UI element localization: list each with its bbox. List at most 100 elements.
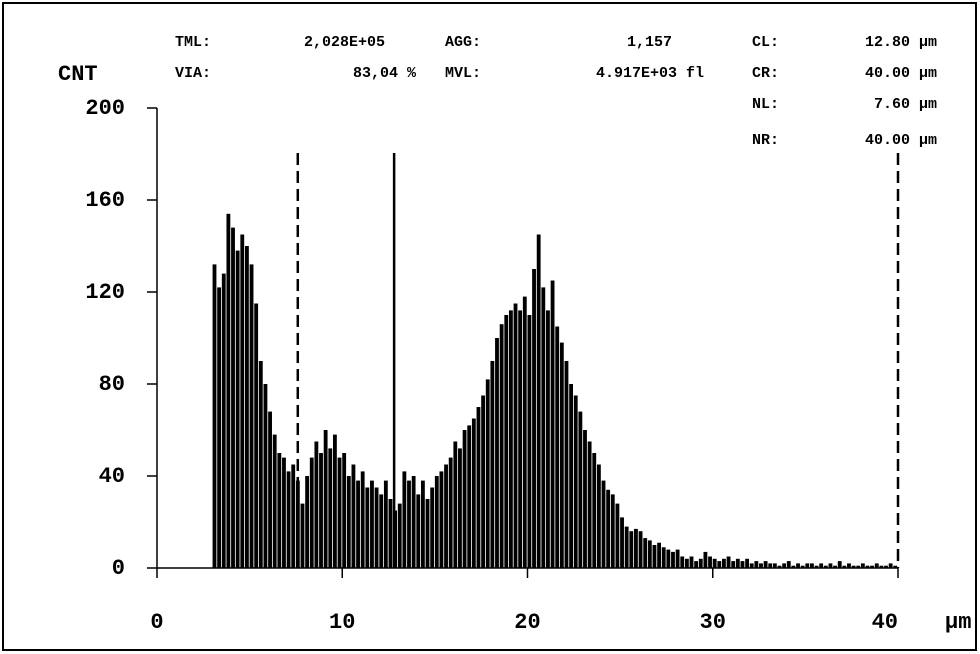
bar [453,441,458,568]
bar [740,561,745,568]
x-tick-label: 10 [329,610,355,635]
bar [407,480,411,568]
bar [458,448,462,568]
bar [745,558,749,568]
x-axis-label: µm [945,610,971,635]
bar [462,430,467,568]
y-tick-label: 160 [85,188,125,213]
bar [212,264,217,568]
stat-label: MVL: [445,65,481,82]
bar [240,234,245,568]
bar [448,457,453,568]
bar [615,503,620,568]
bar [365,487,370,568]
bar [652,545,657,568]
stat-label: TML: [175,34,211,51]
stat-label: CL: [752,34,779,51]
bar [777,565,782,568]
bar [476,407,481,568]
bar [444,464,448,568]
bar [235,250,240,568]
bar [638,531,643,568]
bar [759,563,763,568]
y-tick-label: 80 [99,372,125,397]
bar [351,464,356,568]
bar [268,411,272,568]
bar [360,471,365,568]
bar [860,563,865,568]
bar [546,310,550,568]
bar [221,273,226,568]
bar [578,411,583,568]
stat-label: AGG: [445,34,481,51]
bar [508,310,513,568]
bar [328,448,333,568]
stat-label: NL: [752,96,779,113]
bar [735,558,740,568]
bar [606,489,611,568]
bar [680,556,685,568]
bar [536,234,541,568]
bar [286,471,291,568]
y-tick-label: 200 [85,96,125,121]
bar [291,464,296,568]
bar [634,528,638,568]
bar [763,561,768,568]
bar [254,303,259,568]
bar [490,361,495,568]
stat-value: 4.917E+03 fl [596,65,704,82]
bar [231,227,235,568]
bar [425,499,430,568]
stat-value: 83,04 % [353,65,417,82]
bar [323,430,328,568]
bar [272,434,277,568]
bar [796,563,800,568]
bar [592,453,597,568]
bar [485,379,490,568]
bar [888,563,893,568]
x-tick-label: 0 [150,610,163,635]
bar [314,441,319,568]
stat-label: NR: [752,132,779,149]
bar [717,561,722,568]
bar [370,480,374,568]
bar [661,547,666,568]
bar [434,476,439,568]
bar [647,540,652,568]
bar [884,565,888,568]
stat-label: CR: [752,65,779,82]
bar [833,565,837,568]
bar [870,565,875,568]
bar [879,565,884,568]
x-tick-label: 20 [514,610,540,635]
bar [726,556,731,568]
bar [541,287,546,568]
bar [851,565,856,568]
bar [786,561,791,568]
stat-value: 40.00 µm [865,132,937,149]
bar [837,561,842,568]
bar [569,384,574,568]
bar [383,480,388,568]
bar [629,531,634,568]
x-tick-label: 40 [872,610,898,635]
stat-value: 40.00 µm [865,65,937,82]
bar [694,561,699,568]
bar [865,565,870,568]
bar [624,526,629,568]
bar [772,563,777,568]
bar [467,425,472,568]
bar [805,563,810,568]
bar [282,457,286,568]
bar [596,464,601,568]
x-tick-label: 30 [700,610,726,635]
bar [828,563,833,568]
bar [430,487,435,568]
bar [671,551,675,568]
bar [342,453,347,568]
bar [332,434,337,568]
y-axis-label: CNT [58,62,98,87]
bar [527,315,532,568]
